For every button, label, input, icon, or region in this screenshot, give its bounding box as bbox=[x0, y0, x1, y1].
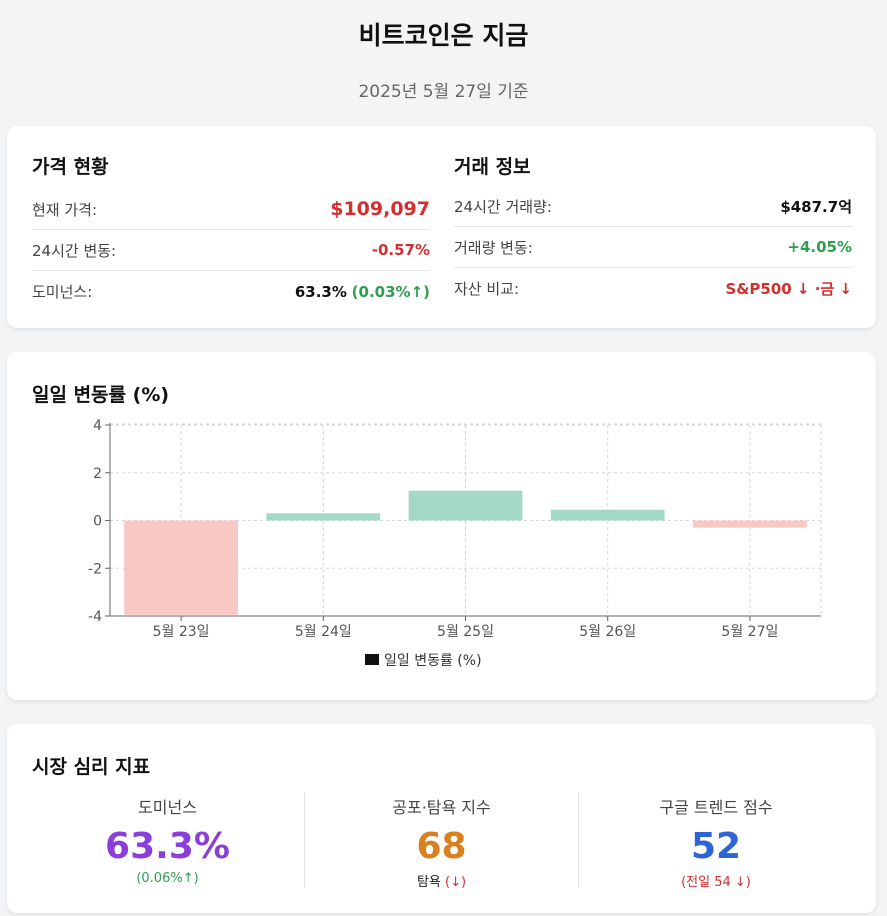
y-tick-label: 4 bbox=[93, 418, 102, 434]
y-tick-label: 2 bbox=[93, 466, 102, 482]
change-24h-value: -0.57% bbox=[371, 241, 430, 259]
bar bbox=[693, 520, 807, 528]
x-tick-label: 5월 24일 bbox=[295, 624, 352, 640]
sentiment-dominance-note: (0.06%↑) bbox=[136, 871, 199, 886]
dominance-value: 63.3% bbox=[294, 282, 347, 301]
x-tick-label: 5월 26일 bbox=[579, 624, 636, 640]
volume-change-value: +4.05% bbox=[787, 238, 852, 256]
sentiment-dominance: 도미넌스 63.3% (0.06%↑) bbox=[31, 792, 305, 888]
sentiment-google-trends: 구글 트렌드 점수 52 (전일 54 ↓) bbox=[579, 792, 853, 890]
sentiment-title: 시장 심리 지표 bbox=[32, 756, 151, 778]
page-subtitle: 2025년 5월 27일 기준 bbox=[358, 82, 529, 102]
chart-card: 일일 변동률 (%) -4 -2 0 2 4 5월 23일 5월 24일 5월 25일 5월 2… bbox=[7, 352, 876, 700]
y-tick-label: 0 bbox=[93, 514, 102, 530]
asset-compare-label: 자산 비교: bbox=[454, 280, 520, 298]
change-24h-row: 24시간 변동: -0.57% bbox=[32, 230, 430, 271]
y-tick-label: -4 bbox=[88, 609, 102, 625]
x-tick-label: 5월 27일 bbox=[721, 624, 778, 640]
sentiment-google-trends-value: 52 bbox=[690, 826, 742, 867]
bar bbox=[550, 509, 665, 521]
dominance-change: (0.03%↑) bbox=[351, 282, 430, 301]
x-tick-label: 5월 25일 bbox=[437, 624, 494, 640]
legend-label: 일일 변동률 (%) bbox=[384, 653, 482, 669]
volume-change-label: 거래량 변동: bbox=[454, 238, 533, 257]
sentiment-google-trends-label: 구글 트렌드 점수 bbox=[659, 798, 773, 817]
sentiment-fear-greed-word: 탐욕 bbox=[416, 875, 441, 890]
chart-title: 일일 변동률 (%) bbox=[32, 384, 170, 406]
dominance-value-group: 63.3% (0.03%↑) bbox=[295, 283, 430, 301]
sentiment-fear-greed: 공포·탐욕 지수 68 탐욕 (↓) bbox=[305, 792, 579, 890]
sentiment-dominance-label: 도미넌스 bbox=[138, 798, 197, 817]
sentiment-fear-greed-label: 공포·탐욕 지수 bbox=[392, 798, 491, 817]
asset-compare-row: 자산 비교: S&P500 ↓ ·금 ↓ bbox=[454, 268, 852, 309]
current-price-label: 현재 가격: bbox=[32, 200, 98, 219]
trade-info-title: 거래 정보 bbox=[454, 156, 531, 178]
sentiment-dominance-value: 63.3% bbox=[105, 826, 230, 867]
current-price-value: $109,097 bbox=[330, 198, 430, 220]
sentiment-card: 시장 심리 지표 도미넌스 63.3% (0.06%↑) 공포·탐욕 지수 68… bbox=[7, 724, 876, 913]
sentiment-fear-greed-value: 68 bbox=[416, 826, 467, 867]
dominance-label: 도미넌스: bbox=[32, 283, 93, 301]
volume-24h-row: 24시간 거래량: $487.7억 bbox=[454, 186, 852, 227]
y-tick-label: -2 bbox=[88, 561, 102, 577]
daily-change-chart: -4 -2 0 2 4 5월 23일 5월 24일 5월 25일 5월 26일 5월 27일일일 … bbox=[88, 418, 822, 669]
volume-24h-value: $487.7억 bbox=[780, 197, 852, 216]
current-price-row: 현재 가격: $109,097 bbox=[32, 189, 430, 230]
legend-swatch bbox=[365, 654, 379, 665]
price-status-title: 가격 현황 bbox=[32, 156, 109, 178]
bar bbox=[124, 520, 238, 615]
sentiment-fear-greed-note: 탐욕 (↓) bbox=[305, 871, 578, 890]
bar bbox=[266, 513, 381, 521]
sentiment-fear-greed-arrow: (↓) bbox=[445, 875, 467, 890]
summary-card: 가격 현황 현재 가격: $109,097 24시간 변동: -0.57% 도미… bbox=[7, 126, 876, 328]
x-tick-label: 5월 23일 bbox=[153, 624, 210, 640]
change-24h-label: 24시간 변동: bbox=[32, 241, 117, 260]
volume-change-row: 거래량 변동: +4.05% bbox=[454, 227, 852, 268]
volume-24h-label: 24시간 거래량: bbox=[454, 197, 552, 216]
asset-compare-value: S&P500 ↓ ·금 ↓ bbox=[725, 280, 853, 298]
dominance-row: 도미넌스: 63.3% (0.03%↑) bbox=[32, 271, 430, 312]
bar bbox=[408, 490, 523, 521]
sentiment-google-trends-note: (전일 54 ↓) bbox=[681, 875, 751, 890]
page-title: 비트코인은 지금 bbox=[358, 21, 529, 50]
